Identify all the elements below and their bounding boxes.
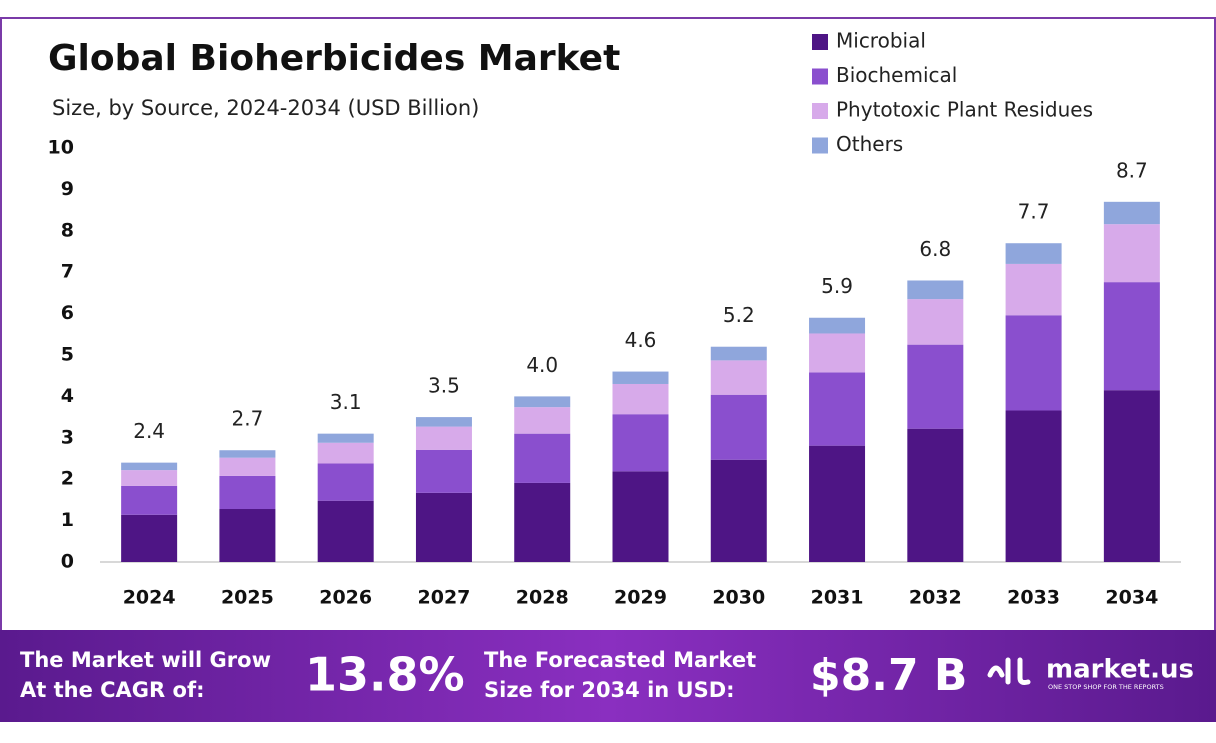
- x-tick-label: 2026: [319, 587, 372, 609]
- x-tick-label: 2029: [614, 587, 667, 609]
- bar-segment: [121, 485, 178, 515]
- legend-label: Others: [836, 132, 903, 156]
- y-tick-label: 5: [61, 344, 74, 366]
- chart-title: Global Bioherbicides Market: [48, 38, 620, 79]
- bar-segment: [121, 514, 178, 562]
- total-label: 8.7: [1116, 158, 1148, 182]
- bar-segment: [612, 471, 669, 562]
- y-tick-label: 1: [61, 509, 74, 531]
- bar-segment: [907, 280, 964, 300]
- y-tick-label: 0: [61, 551, 74, 573]
- brand: market.us: [1046, 655, 1194, 685]
- x-tick-label: 2030: [712, 587, 765, 609]
- bar-segment: [612, 371, 669, 384]
- bar-segment: [710, 459, 767, 562]
- total-label: 4.0: [526, 353, 558, 377]
- legend-swatch: [812, 137, 828, 154]
- footer-text: The Forecasted Market: [484, 648, 756, 672]
- bar-segment: [514, 482, 571, 562]
- bar-segment: [1103, 224, 1160, 283]
- bar-segment: [219, 475, 276, 510]
- cagr-value: 13.8%: [305, 648, 465, 702]
- bar-segment: [809, 372, 866, 446]
- brand-tagline: ONE STOP SHOP FOR THE REPORTS: [1048, 683, 1164, 691]
- x-tick-label: 2024: [123, 587, 176, 609]
- brand-logo: [987, 657, 1031, 685]
- forecast-value: $8.7 B: [810, 650, 967, 701]
- bar-segment: [415, 449, 472, 493]
- bar-segment: [710, 394, 767, 460]
- bar-segment: [415, 492, 472, 562]
- x-tick-label: 2027: [418, 587, 471, 609]
- bar-segment: [514, 433, 571, 483]
- bar-segment: [710, 346, 767, 361]
- bar-segment: [1103, 390, 1160, 562]
- total-label: 7.7: [1018, 200, 1050, 224]
- y-tick-label: 3: [61, 426, 74, 448]
- bar-segment: [514, 407, 571, 434]
- x-tick-label: 2028: [516, 587, 569, 609]
- y-tick-label: 10: [48, 137, 74, 159]
- x-tick-label: 2032: [909, 587, 962, 609]
- total-label: 5.9: [821, 274, 853, 298]
- legend-label: Microbial: [836, 29, 926, 53]
- footer-banner: [0, 630, 1216, 722]
- bar-segment: [1103, 201, 1160, 225]
- legend-label: Phytotoxic Plant Residues: [836, 98, 1093, 122]
- bar-segment: [612, 414, 669, 472]
- total-label: 3.1: [330, 390, 362, 414]
- y-tick-label: 7: [61, 261, 74, 283]
- x-tick-label: 2031: [811, 587, 864, 609]
- bar-segment: [907, 299, 964, 345]
- bar-segment: [809, 445, 866, 562]
- x-tick-label: 2033: [1007, 587, 1060, 609]
- footer-text: Size for 2034 in USD:: [484, 678, 735, 702]
- bar-segment: [1005, 410, 1062, 562]
- bar-segment: [710, 360, 767, 395]
- chart-subtitle: Size, by Source, 2024-2034 (USD Billion): [52, 96, 479, 120]
- bar-segment: [1005, 243, 1062, 264]
- bar-segment: [514, 396, 571, 408]
- bar-segment: [1103, 282, 1160, 391]
- x-tick-label: 2025: [221, 587, 274, 609]
- total-label: 3.5: [428, 374, 460, 398]
- bar-segment: [121, 470, 178, 486]
- total-label: 2.4: [133, 419, 165, 443]
- total-label: 5.2: [723, 303, 755, 327]
- y-tick-label: 2: [61, 468, 74, 490]
- bar-segment: [809, 317, 866, 334]
- y-tick-label: 4: [61, 385, 74, 407]
- bar-segment: [907, 428, 964, 562]
- legend-swatch: [812, 68, 828, 85]
- total-label: 4.6: [625, 328, 657, 352]
- footer-text: At the CAGR of:: [20, 678, 205, 702]
- bar-segment: [317, 433, 374, 443]
- x-tick-label: 2034: [1105, 587, 1158, 609]
- bar-segment: [415, 426, 472, 450]
- bar-segment: [317, 463, 374, 501]
- footer-text: The Market will Grow: [20, 648, 271, 672]
- legend-label: Biochemical: [836, 63, 957, 87]
- legend-swatch: [812, 103, 828, 119]
- legend-swatch: [812, 34, 828, 50]
- bar-segment: [415, 417, 472, 427]
- bar-segment: [612, 383, 669, 415]
- bar-segment: [907, 344, 964, 429]
- total-label: 2.7: [232, 407, 264, 431]
- total-label: 6.8: [919, 237, 951, 261]
- bar-segment: [317, 500, 374, 562]
- y-tick-label: 9: [61, 178, 74, 200]
- bar-segment: [1005, 263, 1062, 316]
- bar-segment: [1005, 315, 1062, 411]
- bar-segment: [219, 457, 276, 476]
- bar-segment: [809, 333, 866, 373]
- bar-segment: [121, 462, 178, 471]
- bar-segment: [219, 509, 276, 562]
- bar-segment: [317, 442, 374, 464]
- y-tick-label: 8: [61, 219, 74, 241]
- bar-segment: [219, 450, 276, 458]
- y-tick-label: 6: [61, 302, 74, 324]
